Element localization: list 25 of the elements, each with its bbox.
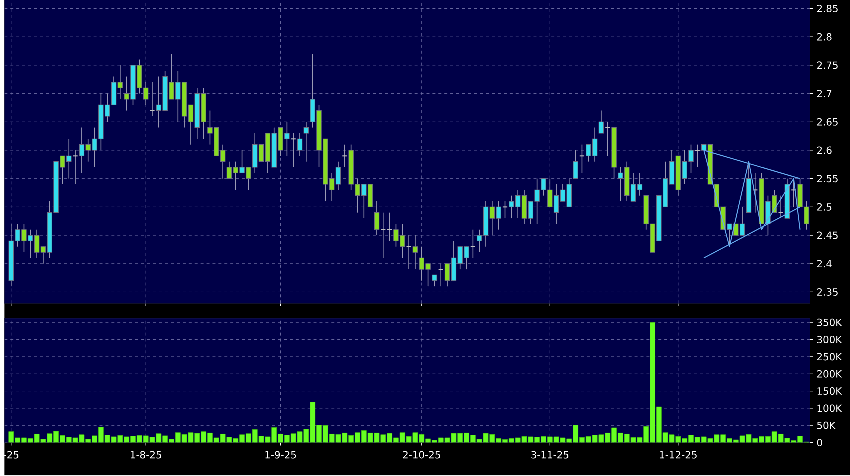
y-tick-label: 50K xyxy=(817,422,836,430)
y-tick-label: 350K xyxy=(817,319,842,327)
y-tick-label: 2.85 xyxy=(817,5,838,13)
x-tick-label: 1-12-25 xyxy=(660,451,697,459)
y-tick-label: 250K xyxy=(817,353,842,361)
x-tick-label: 1-8-25 xyxy=(130,451,162,459)
x-tick-label: 3-11-25 xyxy=(532,451,569,459)
y-tick-label: 2.45 xyxy=(817,232,838,240)
y-tick-label: 2.7 xyxy=(817,90,832,98)
y-tick-label: 2.75 xyxy=(817,62,838,70)
y-tick-label: 100K xyxy=(818,404,842,412)
y-tick-label: 2.4 xyxy=(817,260,832,268)
x-tick-label: -25 xyxy=(4,451,19,459)
y-tick-label: 200K xyxy=(817,370,842,378)
y-tick-label: 150K xyxy=(818,388,842,396)
y-tick-label: 2.35 xyxy=(817,288,838,296)
y-tick-label: 2.65 xyxy=(817,118,838,126)
y-tick-label: 0 xyxy=(817,439,822,447)
x-tick-label: 1-9-25 xyxy=(266,451,296,459)
x-tick-label: 2-10-25 xyxy=(403,451,440,459)
y-tick-label: 2.55 xyxy=(817,175,838,183)
y-tick-label: 2.5 xyxy=(817,204,832,212)
y-tick-label: 2.8 xyxy=(817,34,832,42)
y-tick-label: 300K xyxy=(817,336,842,344)
y-tick-label: 2.6 xyxy=(817,146,832,154)
